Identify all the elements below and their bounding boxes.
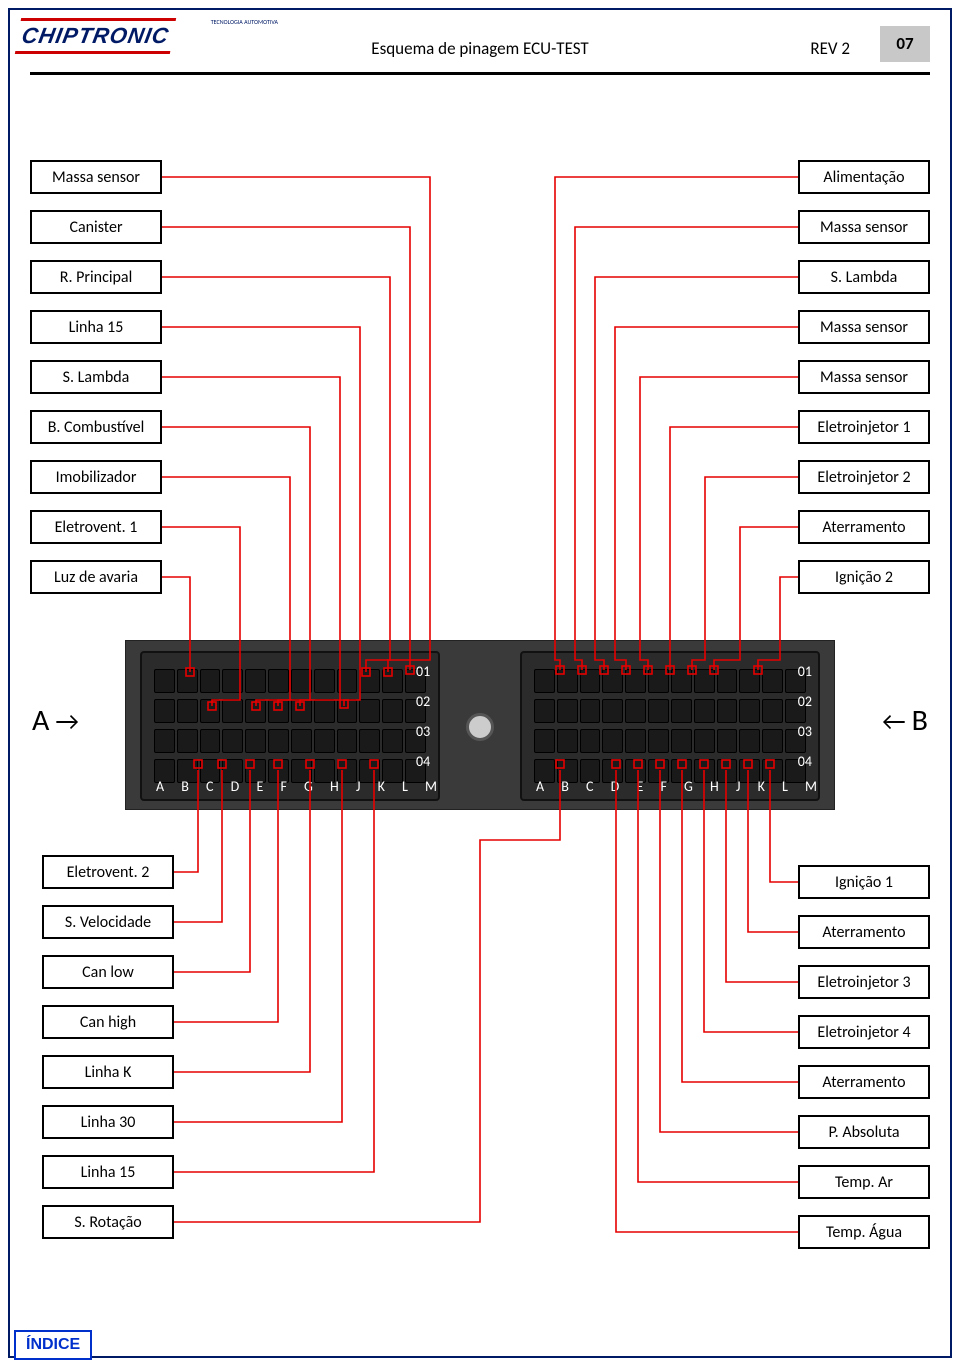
- connector-photo: A B C D E F G H J K L M A B C D E F G H …: [125, 640, 835, 810]
- label-s-lambda-r: S. Lambda: [798, 260, 930, 294]
- label-s-lambda-l: S. Lambda: [30, 360, 162, 394]
- label-linha30: Linha 30: [42, 1105, 174, 1139]
- label-eletroinjetor4: Eletroinjetor 4: [798, 1015, 930, 1049]
- revision-label: REV 2: [810, 38, 850, 59]
- brand-logo: CHIPTRONIC TECNOLOGIA AUTOMOTIVA: [18, 18, 218, 62]
- side-marker-a: A →: [32, 702, 79, 739]
- label-p-absoluta: P. Absoluta: [798, 1115, 930, 1149]
- label-eletroinjetor3: Eletroinjetor 3: [798, 965, 930, 999]
- rownum-b03: 03: [798, 723, 812, 740]
- label-massa-sensor-r2: Massa sensor: [798, 310, 930, 344]
- side-a-letter: A: [32, 702, 49, 739]
- label-aterramento-t: Aterramento: [798, 510, 930, 544]
- pin-row-a1: [154, 669, 426, 693]
- label-alimentacao: Alimentação: [798, 160, 930, 194]
- side-marker-b: ← B: [882, 702, 928, 739]
- label-r-principal: R. Principal: [30, 260, 162, 294]
- label-aterramento-b1: Aterramento: [798, 915, 930, 949]
- pin-row-b3: [534, 729, 806, 753]
- rownum-a02: 02: [416, 693, 430, 710]
- pin-row-b1: [534, 669, 806, 693]
- label-eletroinjetor2: Eletroinjetor 2: [798, 460, 930, 494]
- label-eletrovent2: Eletrovent. 2: [42, 855, 174, 889]
- connector-center-hole: [466, 713, 494, 741]
- arrow-right-icon: →: [55, 708, 79, 734]
- label-linha15-bot: Linha 15: [42, 1155, 174, 1189]
- label-eletroinjetor1: Eletroinjetor 1: [798, 410, 930, 444]
- connector-a: A B C D E F G H J K L M: [140, 651, 440, 801]
- conn-b-letters: A B C D E F G H J K L M: [536, 778, 824, 795]
- label-imobilizador: Imobilizador: [30, 460, 162, 494]
- label-b-combustivel: B. Combustível: [30, 410, 162, 444]
- label-can-high: Can high: [42, 1005, 174, 1039]
- label-ignicao1: Ignição 1: [798, 865, 930, 899]
- rownum-b02: 02: [798, 693, 812, 710]
- pin-row-a3: [154, 729, 426, 753]
- label-massa-sensor-r3: Massa sensor: [798, 360, 930, 394]
- rownum-a03: 03: [416, 723, 430, 740]
- label-s-velocidade: S. Velocidade: [42, 905, 174, 939]
- label-eletrovent1: Eletrovent. 1: [30, 510, 162, 544]
- label-aterramento-b2: Aterramento: [798, 1065, 930, 1099]
- side-b-letter: B: [912, 702, 928, 739]
- logo-tagline: TECNOLOGIA AUTOMOTIVA: [211, 18, 278, 26]
- label-linha-k: Linha K: [42, 1055, 174, 1089]
- label-canister: Canister: [30, 210, 162, 244]
- label-massa-sensor-l: Massa sensor: [30, 160, 162, 194]
- arrow-left-icon: ←: [882, 708, 906, 734]
- label-ignicao2: Ignição 2: [798, 560, 930, 594]
- connector-b: A B C D E F G H J K L M: [520, 651, 820, 801]
- page-number: 07: [880, 26, 930, 62]
- rownum-a04: 04: [416, 753, 430, 770]
- label-s-rotacao: S. Rotação: [42, 1205, 174, 1239]
- label-linha15-top: Linha 15: [30, 310, 162, 344]
- rownum-b01: 01: [798, 663, 812, 680]
- label-temp-agua: Temp. Água: [798, 1215, 930, 1249]
- pin-row-b2: [534, 699, 806, 723]
- page-title: Esquema de pinagem ECU-TEST: [371, 38, 588, 59]
- conn-a-letters: A B C D E F G H J K L M: [156, 778, 444, 795]
- rownum-a01: 01: [416, 663, 430, 680]
- rownum-b04: 04: [798, 753, 812, 770]
- label-massa-sensor-r1: Massa sensor: [798, 210, 930, 244]
- logo-text: CHIPTRONIC: [15, 18, 176, 54]
- label-luz-avaria: Luz de avaria: [30, 560, 162, 594]
- index-button[interactable]: ÍNDICE: [14, 1330, 92, 1360]
- label-temp-ar: Temp. Ar: [798, 1165, 930, 1199]
- header-rule: [30, 72, 930, 75]
- pin-row-a2: [154, 699, 426, 723]
- label-can-low: Can low: [42, 955, 174, 989]
